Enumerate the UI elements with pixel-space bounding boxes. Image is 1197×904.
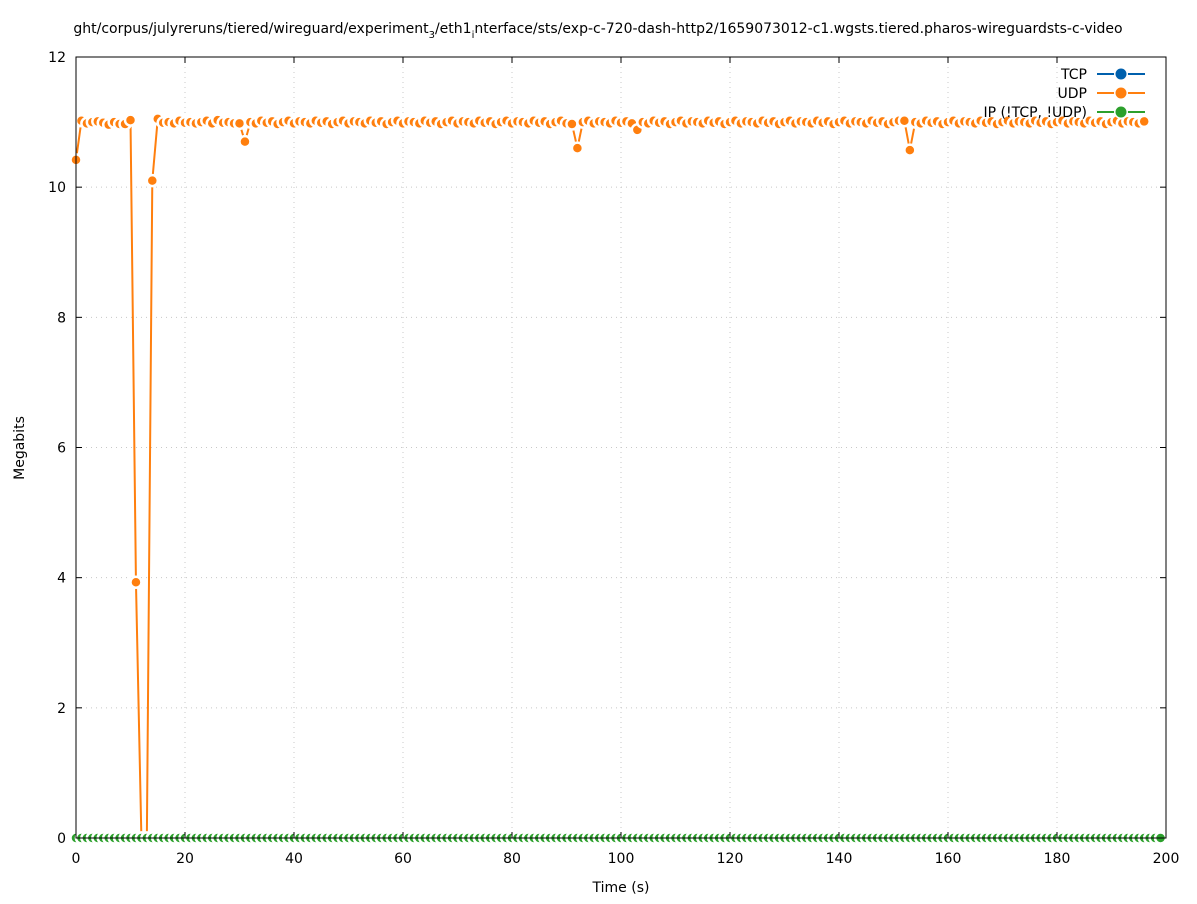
- grid: [76, 57, 1166, 838]
- y-tick-label: 4: [57, 571, 66, 587]
- x-tick-label: 120: [717, 851, 744, 867]
- x-tick-label: 140: [826, 851, 853, 867]
- y-axis-label: Megabits: [12, 416, 28, 480]
- legend-point-marker: [1115, 87, 1127, 99]
- legend-point-marker: [1115, 106, 1127, 118]
- x-tick-label: 40: [285, 851, 303, 867]
- x-tick-label: 180: [1044, 851, 1071, 867]
- data-point: [565, 117, 579, 131]
- data-point: [238, 134, 252, 149]
- legend-point-marker: [1115, 68, 1127, 80]
- y-tick-label: 2: [57, 701, 66, 717]
- x-tick-label: 20: [176, 851, 194, 867]
- y-tick-label: 6: [57, 441, 66, 457]
- x-tick-label: 0: [72, 851, 81, 867]
- y-tick-label: 12: [48, 50, 66, 66]
- x-tick-label: 80: [503, 851, 521, 867]
- y-tick-label: 10: [48, 180, 66, 196]
- series-udp: [69, 112, 1151, 845]
- legend: TCP UDP IP (!TCP, !UDP): [984, 67, 1145, 121]
- legend-label: IP (!TCP, !UDP): [984, 105, 1088, 121]
- x-axis-label: Time (s): [592, 880, 650, 896]
- legend-label: UDP: [1058, 86, 1087, 102]
- data-point: [123, 113, 138, 127]
- data-point: [232, 116, 247, 131]
- data-point: [903, 143, 917, 157]
- data-point: [897, 114, 912, 128]
- data-point: [145, 173, 160, 188]
- data-point: [1137, 114, 1151, 129]
- x-tick-label: 60: [394, 851, 412, 867]
- data-point: [129, 575, 143, 589]
- series-line: [75, 116, 1145, 839]
- x-tick-label: 100: [608, 851, 635, 867]
- ticks: 0 20 40 60 80 100 120 140 160 180 200 0 2 4 6 8 10 12: [48, 50, 1179, 867]
- chart-title: ght/corpus/julyreruns/tiered/wireguard/e…: [73, 21, 1122, 41]
- data-point: [570, 141, 585, 155]
- x-tick-label: 160: [935, 851, 962, 867]
- y-tick-label: 8: [57, 310, 66, 326]
- series-layer: [69, 112, 1168, 845]
- y-tick-label: 0: [57, 831, 66, 847]
- x-tick-label: 200: [1153, 851, 1180, 867]
- legend-label: TCP: [1060, 67, 1087, 83]
